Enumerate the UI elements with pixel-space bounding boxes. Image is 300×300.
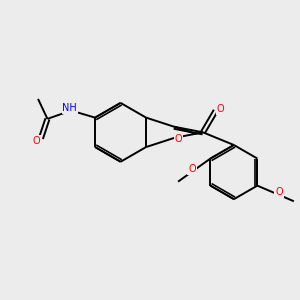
Text: O: O <box>175 134 182 144</box>
Text: O: O <box>217 104 224 114</box>
Text: NH: NH <box>62 103 77 113</box>
Text: O: O <box>275 187 283 197</box>
Text: O: O <box>188 164 196 174</box>
Text: O: O <box>33 136 40 146</box>
